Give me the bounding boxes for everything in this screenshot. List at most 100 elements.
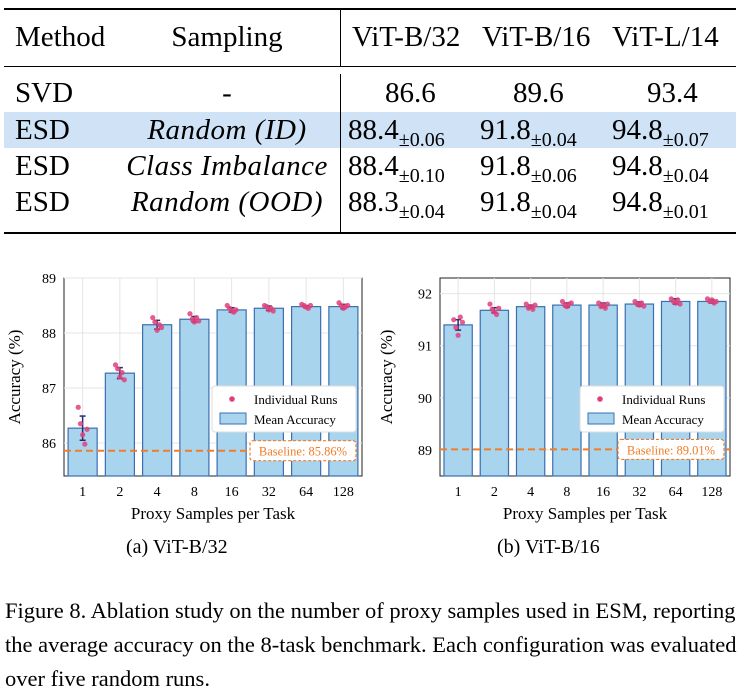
individual-run-dot: [487, 301, 493, 307]
legend-label: Mean Accuracy: [622, 412, 704, 427]
legend-label: Individual Runs: [622, 392, 705, 407]
y-tick-label: 88: [42, 327, 56, 342]
row-method: ESD: [15, 186, 70, 218]
individual-run-dot: [150, 315, 156, 321]
row-method: ESD: [15, 114, 70, 146]
individual-run-dot: [117, 374, 123, 380]
row-vit-b32: 86.6: [385, 77, 436, 109]
subcaption-b: (b) ViT-B/16: [497, 536, 600, 558]
legend-swatch: [587, 412, 615, 425]
x-tick-label: 8: [191, 485, 198, 500]
bar: [479, 309, 510, 477]
individual-run-dot: [187, 311, 193, 317]
y-tick-label: 90: [418, 392, 432, 407]
highlighted-row: [4, 112, 736, 148]
table-header-rule: [4, 66, 736, 67]
table-bottom-rule: [4, 232, 736, 234]
y-axis-label: Accuracy (%): [377, 330, 396, 425]
std: ±0.04: [398, 201, 445, 223]
legend-swatch: [219, 412, 247, 425]
individual-run-dot: [451, 317, 457, 323]
individual-run-dot: [530, 306, 536, 312]
row-vit-b16: 91.8±0.06: [480, 149, 577, 187]
individual-run-dot: [191, 319, 197, 325]
individual-run-dot: [75, 404, 81, 410]
std: ±0.01: [662, 201, 709, 223]
row-vit-b16: 89.6: [513, 77, 564, 109]
individual-run-dot: [196, 318, 202, 324]
x-axis-label: Proxy Samples per Task: [131, 504, 296, 523]
individual-run-dot: [233, 307, 239, 313]
legend-label: Mean Accuracy: [254, 412, 336, 427]
row-vit-b32: 88.4±0.06: [348, 113, 445, 151]
x-tick-label: 1: [79, 485, 86, 500]
bar: [443, 324, 473, 477]
row-vit-b16: 91.8±0.04: [480, 185, 577, 223]
x-tick-label: 2: [116, 485, 123, 500]
row-vit-l14: 94.8±0.07: [612, 113, 709, 151]
column-separator: [340, 74, 341, 232]
individual-run-dot: [455, 332, 461, 338]
bar: [515, 306, 546, 477]
x-tick-label: 128: [701, 485, 722, 500]
value: 91.8: [480, 186, 531, 218]
std: ±0.10: [398, 165, 445, 187]
individual-run-dot: [496, 305, 502, 311]
individual-run-dot: [158, 324, 165, 331]
row-sampling: Random (OOD): [130, 186, 324, 218]
row-sampling: Random (ID): [147, 114, 307, 146]
std: ±0.06: [530, 165, 577, 187]
std: ±0.04: [662, 165, 709, 187]
value: 94.8: [612, 150, 663, 182]
std: ±0.06: [398, 129, 445, 151]
std: ±0.07: [662, 129, 709, 151]
header-vit-b16: ViT-B/16: [482, 21, 591, 53]
individual-run-dot: [523, 301, 529, 307]
baseline-label: Baseline: 85.86%: [259, 445, 347, 459]
row-sampling: Class Imbalance: [126, 150, 328, 182]
individual-run-dot: [112, 362, 119, 368]
value: 88.3: [348, 186, 399, 218]
individual-run-dot: [270, 308, 276, 314]
value: 94.8: [612, 186, 663, 218]
figure-caption: Figure 8. Ablation study on the number o…: [5, 598, 737, 691]
header-vit-l14: ViT-L/14: [612, 21, 719, 53]
x-tick-label: 4: [527, 485, 534, 500]
individual-run-dot: [121, 377, 127, 383]
value: 94.8: [612, 114, 663, 146]
x-tick-label: 16: [596, 485, 610, 500]
x-tick-label: 64: [299, 485, 313, 500]
x-tick-label: 64: [669, 485, 683, 500]
row-method: SVD: [15, 77, 74, 109]
individual-run-dot: [77, 421, 84, 427]
subcaption-a: (a) ViT-B/32: [126, 536, 228, 558]
row-vit-l14: 94.8±0.04: [612, 149, 709, 187]
individual-run-dot: [532, 302, 538, 308]
baseline-label: Baseline: 89.01%: [627, 443, 715, 457]
x-tick-label: 1: [455, 485, 462, 500]
bar: [104, 372, 136, 477]
header-vit-b32: ViT-B/32: [352, 21, 461, 53]
row-vit-l14: 94.8±0.01: [612, 185, 709, 223]
individual-run-dot: [307, 302, 314, 309]
legend-box: [211, 385, 357, 433]
x-tick-label: 128: [333, 485, 354, 500]
x-tick-label: 32: [632, 485, 646, 500]
y-tick-label: 87: [42, 382, 56, 397]
row-vit-b32: 88.3±0.04: [348, 185, 445, 223]
value: 88.4: [348, 150, 399, 182]
individual-run-dot: [604, 301, 611, 307]
header-sampling: Sampling: [171, 21, 283, 53]
x-tick-label: 32: [262, 485, 276, 500]
chart-vit-b16: 89 90 91 92 Baseline: 89.01% Individual Runs M…: [377, 277, 731, 523]
individual-run-dot: [457, 314, 463, 320]
row-vit-b16: 91.8±0.04: [480, 113, 577, 151]
header-method: Method: [15, 21, 106, 53]
row-method: ESD: [15, 150, 70, 182]
bar: [141, 324, 173, 477]
individual-run-dot: [80, 432, 86, 438]
individual-run-dot: [84, 426, 90, 432]
legend-dot: [229, 396, 235, 402]
y-axis-label: Accuracy (%): [5, 330, 24, 425]
individual-run-dot: [675, 297, 681, 303]
